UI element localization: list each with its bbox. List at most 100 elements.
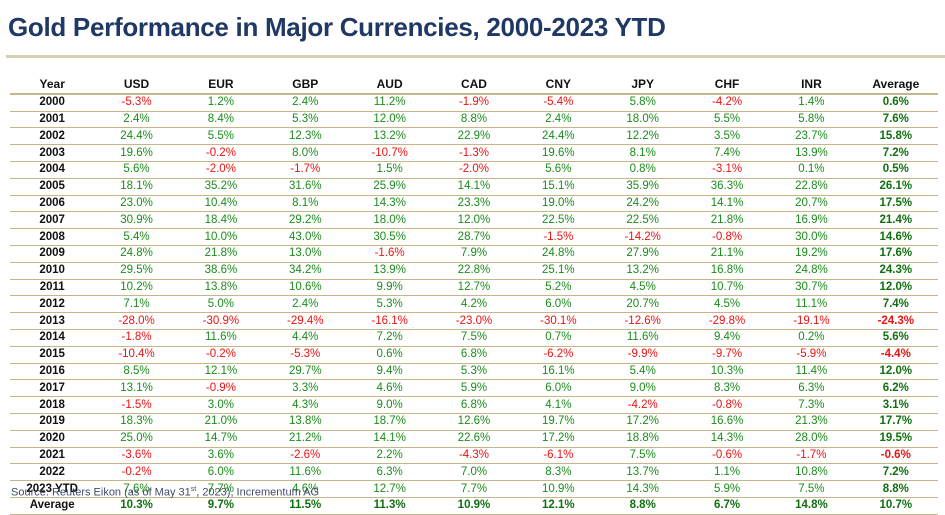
value-cell-inr: 13.9% [769,144,854,162]
value-cell-inr: 10.8% [769,463,854,482]
value-cell-eur: 21.0% [178,413,264,431]
year-cell: 2009 [10,245,95,263]
column-header-average: Average [853,77,938,95]
year-cell: 2000 [10,93,95,112]
value-cell-chf: 5.5% [684,111,770,129]
value-cell-cny: 25.1% [516,262,601,280]
value-cell-aud: 11.3% [347,497,432,515]
value-cell-inr: 20.7% [769,195,854,213]
value-cell-usd: 2.4% [94,111,179,129]
year-cell: 2003 [10,144,95,162]
value-cell-inr: 22.8% [769,178,854,196]
column-header-aud: AUD [347,77,432,95]
value-cell-average: 19.5% [853,430,938,448]
value-cell-aud: -10.7% [347,144,432,162]
year-cell: 2017 [10,379,95,398]
table-row: 2017 13.1% -0.9% 3.3% 4.6% 5.9% 6.0% 9.0% 8.3% 6.… [10,379,938,398]
value-cell-jpy: 7.5% [600,447,685,465]
value-cell-gbp: -2.6% [263,447,348,465]
year-cell: 2001 [10,111,95,129]
value-cell-cny: 16.1% [516,363,601,381]
value-cell-average: 24.3% [853,262,938,280]
value-cell-eur: 1.2% [178,93,264,112]
value-cell-eur: 3.6% [178,447,264,465]
value-cell-gbp: -1.7% [263,161,348,179]
table-row: 2018 -1.5% 3.0% 4.3% 9.0% 6.8% 4.1% -4.2% -0.8% 7… [10,396,938,414]
value-cell-eur: 13.8% [178,279,264,297]
value-cell-cad: 7.5% [431,329,517,347]
year-cell: 2006 [10,195,95,213]
value-cell-eur: 10.0% [178,228,264,246]
value-cell-jpy: 12.2% [600,127,685,146]
value-cell-aud: 13.9% [347,262,432,280]
value-cell-usd: 25.0% [94,430,179,448]
value-cell-eur: -0.2% [178,346,264,364]
value-cell-average: 17.7% [853,413,938,431]
value-cell-chf: -0.8% [684,396,770,414]
year-cell: 2013 [10,312,95,330]
value-cell-gbp: 29.7% [263,363,348,381]
value-cell-aud: 6.3% [347,463,432,482]
value-cell-cad: 6.8% [431,346,517,364]
value-cell-usd: 13.1% [94,379,179,398]
value-cell-usd: 19.6% [94,144,179,162]
value-cell-chf: 3.5% [684,127,770,146]
column-header-gbp: GBP [263,77,348,95]
value-cell-chf: 6.7% [684,497,770,515]
value-cell-cny: 22.5% [516,211,601,230]
value-cell-eur: 35.2% [178,178,264,196]
table-row: 2006 23.0% 10.4% 8.1% 14.3% 23.3% 19.0% 24.2% 14… [10,195,938,213]
value-cell-usd: -0.2% [94,463,179,482]
value-cell-cad: 28.7% [431,228,517,246]
value-cell-gbp: 11.6% [263,463,348,482]
value-cell-gbp: 4.3% [263,396,348,414]
value-cell-inr: 30.0% [769,228,854,246]
value-cell-average: 10.7% [853,497,938,515]
value-cell-inr: -19.1% [769,312,854,330]
value-cell-jpy: 18.0% [600,111,685,129]
value-cell-eur: 11.6% [178,329,264,347]
value-cell-chf: 21.8% [684,211,770,230]
value-cell-chf: 14.1% [684,195,770,213]
value-cell-cad: -1.3% [431,144,517,162]
value-cell-jpy: 17.2% [600,413,685,431]
value-cell-inr: 11.4% [769,363,854,381]
value-cell-usd: -3.6% [94,447,179,465]
value-cell-gbp: 13.8% [263,413,348,431]
source-text-suffix: , 2023), Incrementum AG [196,486,320,499]
value-cell-jpy: 35.9% [600,178,685,196]
value-cell-usd: 8.5% [94,363,179,381]
value-cell-aud: 12.7% [347,480,432,498]
value-cell-average: 26.1% [853,178,938,196]
value-cell-chf: 7.4% [684,144,770,162]
value-cell-eur: -2.0% [178,161,264,179]
value-cell-cad: 22.6% [431,430,517,448]
value-cell-jpy: 18.8% [600,430,685,448]
value-cell-jpy: 22.5% [600,211,685,230]
value-cell-jpy: 20.7% [600,295,685,314]
value-cell-gbp: 4.6% [263,480,348,498]
value-cell-usd: 7.1% [94,295,179,314]
value-cell-gbp: 2.4% [263,295,348,314]
value-cell-jpy: 9.0% [600,379,685,398]
value-cell-aud: 14.1% [347,430,432,448]
value-cell-eur: 7.7% [178,480,264,498]
value-cell-eur: 9.7% [178,497,264,515]
value-cell-usd: 30.9% [94,211,179,230]
value-cell-aud: -16.1% [347,312,432,330]
value-cell-average: 15.8% [853,127,938,146]
column-header-jpy: JPY [600,77,685,95]
value-cell-cad: 12.0% [431,211,517,230]
value-cell-inr: 23.7% [769,127,854,146]
source-superscript: st [190,486,197,493]
value-cell-chf: 36.3% [684,178,770,196]
value-cell-cad: 23.3% [431,195,517,213]
value-cell-aud: 5.3% [347,295,432,314]
table-row: 2023 YTD 7.6% 7.7% 4.6% 12.7% 7.7% 10.9% 14.3% 5… [10,480,938,498]
value-cell-average: 17.5% [853,195,938,213]
year-cell: 2018 [10,396,95,414]
value-cell-cny: 2.4% [516,111,601,129]
value-cell-usd: -10.4% [94,346,179,364]
table-row: 2021 -3.6% 3.6% -2.6% 2.2% -4.3% -6.1% 7.5% -0.6… [10,447,938,465]
value-cell-inr: 7.3% [769,396,854,414]
